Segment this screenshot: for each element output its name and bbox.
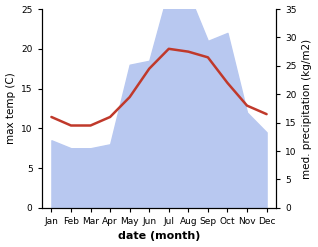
X-axis label: date (month): date (month) [118,231,200,242]
Y-axis label: max temp (C): max temp (C) [5,73,16,144]
Y-axis label: med. precipitation (kg/m2): med. precipitation (kg/m2) [302,38,313,179]
